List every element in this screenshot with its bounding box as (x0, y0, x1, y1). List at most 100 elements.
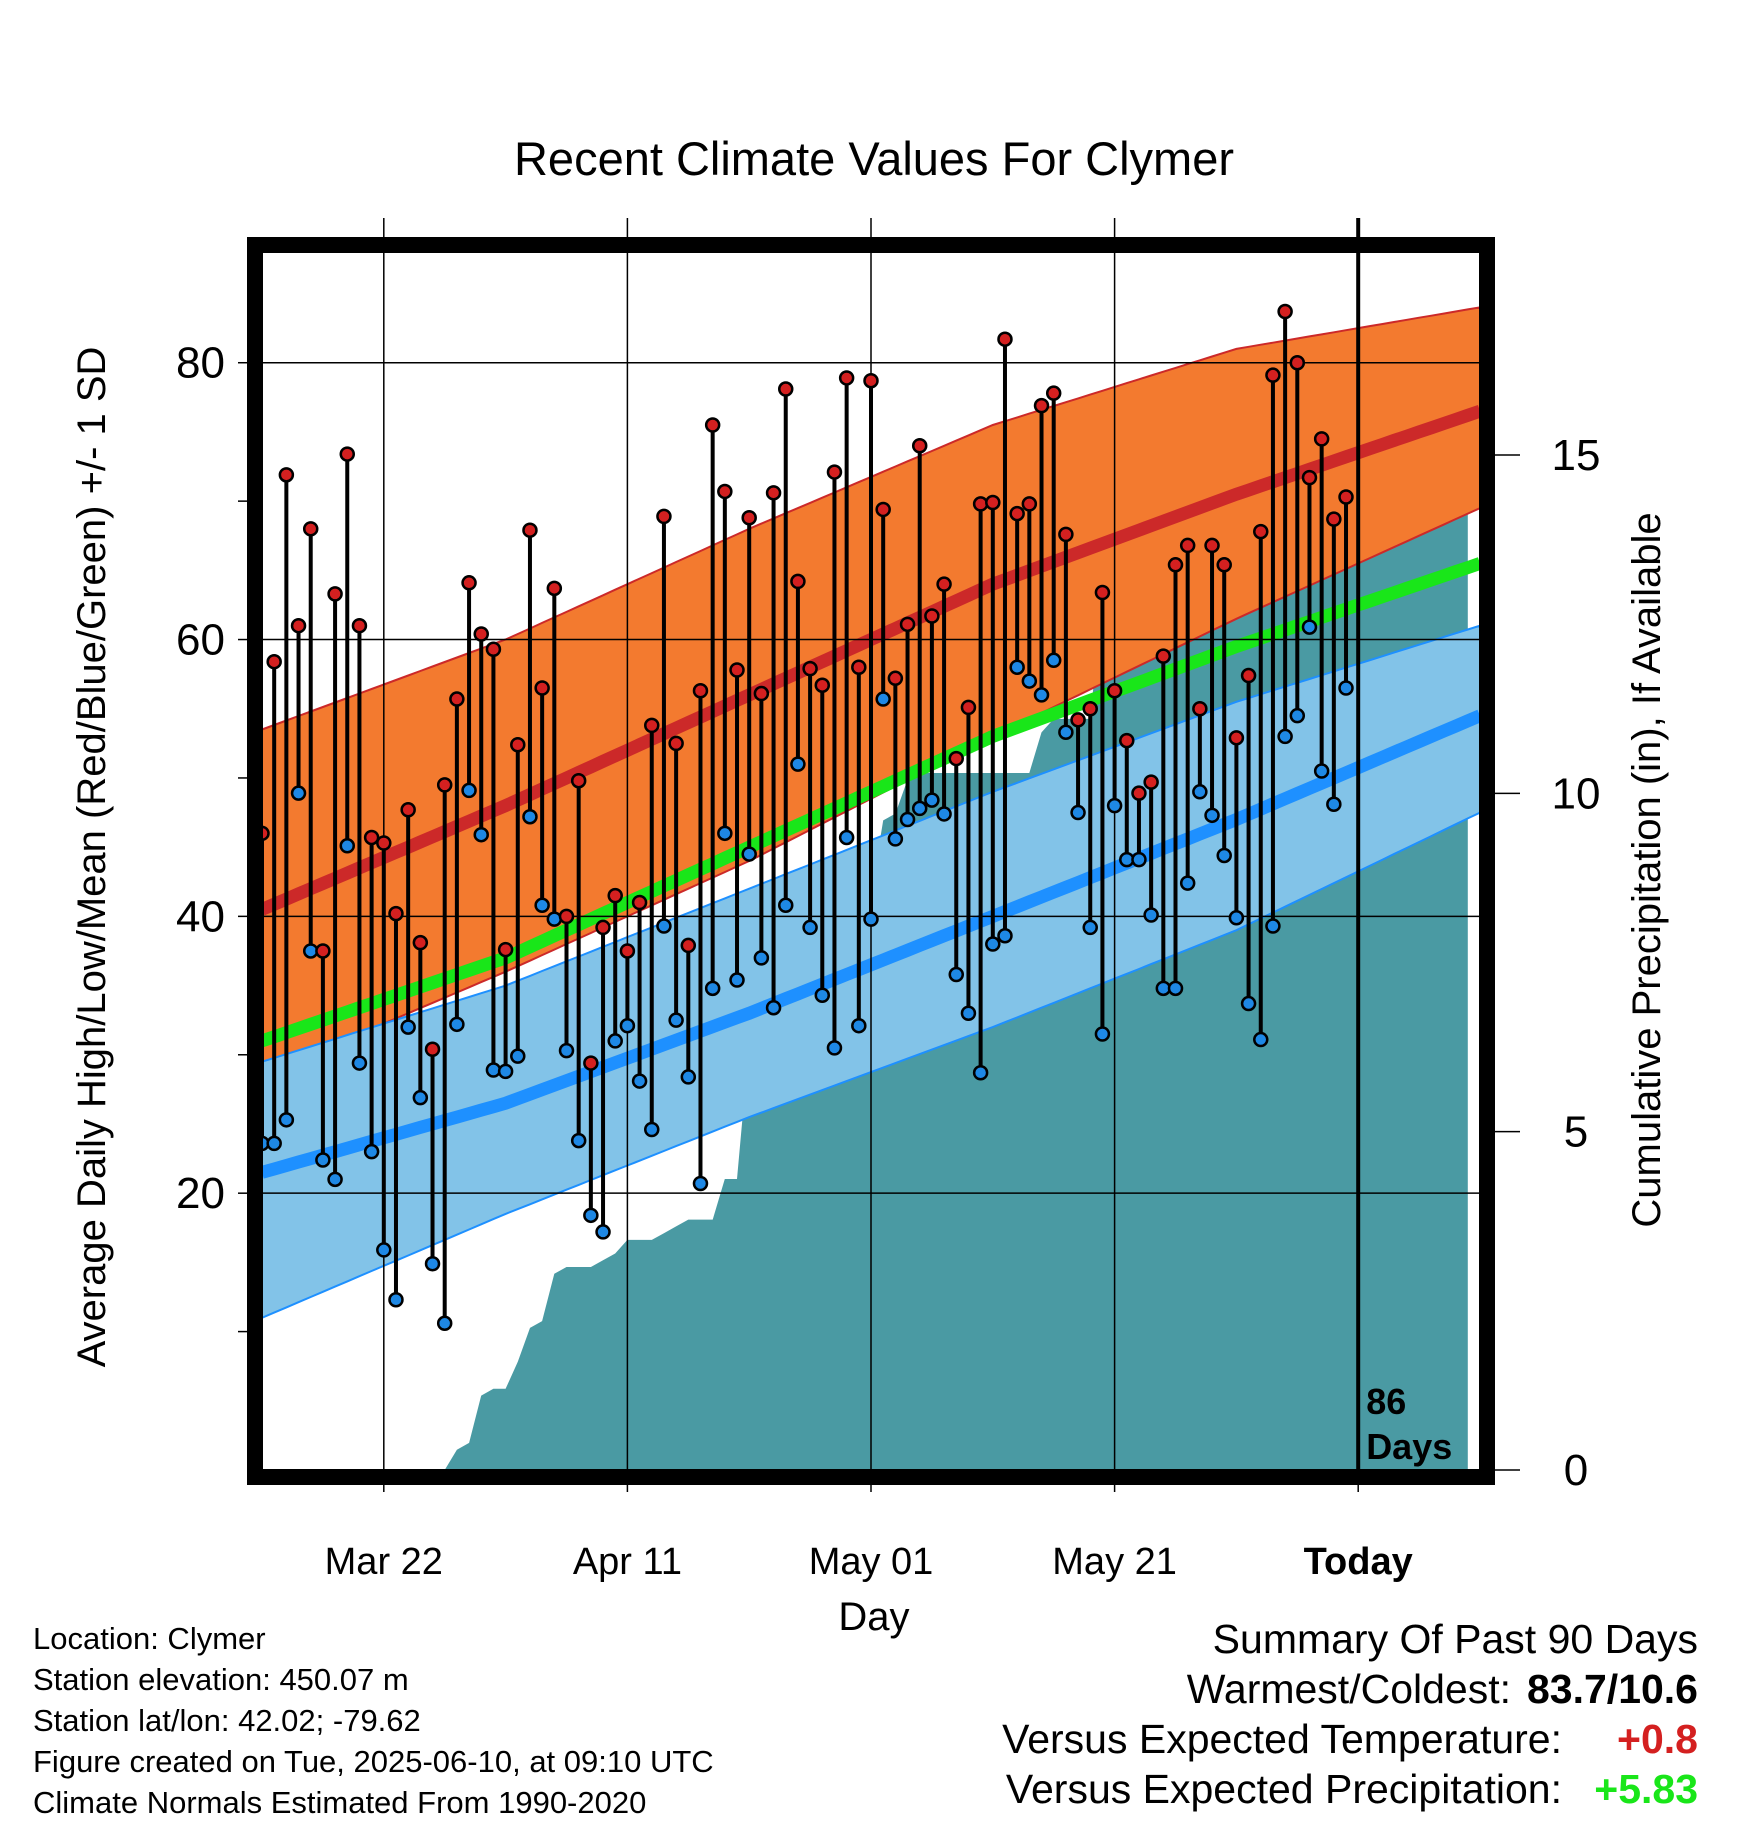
daily-low-point (424, 1256, 441, 1272)
y2-tick-label: 0 (1564, 1446, 1588, 1495)
daily-high-point (497, 941, 514, 958)
daily-high-point (1143, 774, 1159, 790)
info-location: Location: Clymer (33, 1621, 266, 1656)
daily-low-point (278, 1112, 295, 1128)
daily-high-point (1033, 397, 1050, 414)
daily-low-point (315, 1152, 331, 1168)
daily-low-point (1253, 1031, 1269, 1048)
daily-low-point (339, 838, 356, 854)
y-tick-label: 60 (176, 616, 225, 665)
daily-low-point (1240, 995, 1257, 1012)
summary-heading: Summary Of Past 90 Days (1212, 1616, 1698, 1662)
daily-high-point (753, 685, 770, 702)
daily-low-point (1228, 909, 1245, 926)
daily-low-point (692, 1175, 709, 1192)
daily-low-point (290, 785, 307, 801)
daily-low-point (558, 1042, 575, 1059)
precip-value: +5.83 (1594, 1766, 1698, 1812)
daily-low-point (863, 911, 879, 927)
daily-high-point (1070, 712, 1086, 728)
daily-high-point (985, 494, 1001, 511)
daily-high-point (607, 887, 623, 904)
daily-high-point (266, 653, 282, 670)
y2-tick-label: 10 (1552, 769, 1601, 818)
daily-low-point (997, 927, 1013, 944)
daily-high-point (1058, 526, 1074, 543)
daily-low-point (717, 825, 733, 842)
daily-high-point (1094, 584, 1111, 601)
daily-low-point (388, 1292, 404, 1308)
daily-low-point (753, 950, 770, 966)
daily-high-point (704, 417, 721, 433)
daily-low-point (680, 1069, 697, 1085)
daily-high-point (534, 680, 550, 696)
daily-low-point (485, 1062, 502, 1078)
daily-high-point (777, 381, 794, 397)
daily-low-point (1094, 1026, 1111, 1042)
daily-high-point (461, 575, 477, 591)
daily-high-point (1240, 667, 1257, 684)
daily-high-point (631, 894, 648, 911)
daily-high-point (1167, 557, 1184, 573)
daily-low-point (266, 1135, 282, 1152)
daily-low-point (1179, 875, 1196, 891)
days-marker-label: 86 (1366, 1381, 1406, 1422)
daily-low-point (668, 1012, 684, 1028)
daily-low-point (1313, 763, 1330, 779)
daily-high-point (851, 659, 867, 675)
daily-high-point (680, 937, 697, 954)
daily-high-point (619, 943, 636, 959)
daily-high-point (546, 580, 563, 597)
warm-cold-value: 83.7/10.6 (1527, 1666, 1698, 1712)
daily-high-point (376, 835, 392, 851)
daily-high-point (729, 662, 745, 678)
x-tick-label: Mar 22 (325, 1541, 443, 1583)
daily-high-point (570, 772, 587, 789)
daily-high-point (863, 372, 879, 389)
daily-high-point (1265, 367, 1281, 383)
daily-high-point (887, 670, 904, 687)
daily-high-point (1106, 683, 1123, 699)
daily-low-point (1045, 652, 1062, 669)
daily-high-point (1277, 303, 1293, 320)
daily-high-point (1009, 505, 1025, 522)
temp-label: Versus Expected Temperature: (1002, 1716, 1562, 1762)
daily-high-point (1021, 496, 1038, 512)
daily-low-point (960, 1005, 977, 1021)
daily-high-point (1326, 511, 1342, 527)
daily-high-point (473, 626, 489, 642)
daily-low-point (790, 756, 806, 772)
daily-low-point (570, 1132, 587, 1149)
y-tick-label: 20 (176, 1169, 225, 1218)
daily-low-point (619, 1017, 636, 1034)
daily-low-point (1265, 918, 1281, 934)
daily-low-point (1009, 659, 1025, 675)
y-tick-label: 80 (176, 339, 225, 388)
summary-warm-cold: Warmest/Coldest: 83.7/10.6 (1002, 1664, 1698, 1714)
daily-low-point (1338, 680, 1354, 696)
daily-low-point (1143, 907, 1159, 923)
daily-high-point (436, 777, 453, 793)
y2-tick-label: 5 (1564, 1108, 1588, 1157)
daily-high-point (656, 508, 672, 525)
daily-low-point (1106, 797, 1123, 814)
daily-high-point (936, 576, 952, 592)
x-axis-label: Day (838, 1595, 909, 1639)
days-marker-label: Days (1366, 1426, 1452, 1467)
daily-high-point (595, 919, 611, 936)
daily-low-point (546, 911, 563, 927)
plot-frame (247, 237, 1495, 1485)
daily-high-point (1216, 557, 1232, 573)
daily-high-point (924, 608, 940, 624)
info-created: Figure created on Tue, 2025-06-10, at 09… (33, 1744, 714, 1779)
daily-low-point (777, 897, 794, 914)
daily-low-point (644, 1121, 660, 1138)
daily-low-point (595, 1224, 611, 1240)
daily-high-point (290, 617, 307, 634)
daily-high-point (838, 370, 855, 386)
daily-low-point (972, 1065, 989, 1081)
daily-high-point (327, 586, 343, 602)
daily-high-point (644, 717, 660, 734)
daily-high-point (510, 736, 526, 753)
y-axis-label: Average Daily High/Low/Mean (Red/Blue/Gr… (70, 347, 114, 1368)
